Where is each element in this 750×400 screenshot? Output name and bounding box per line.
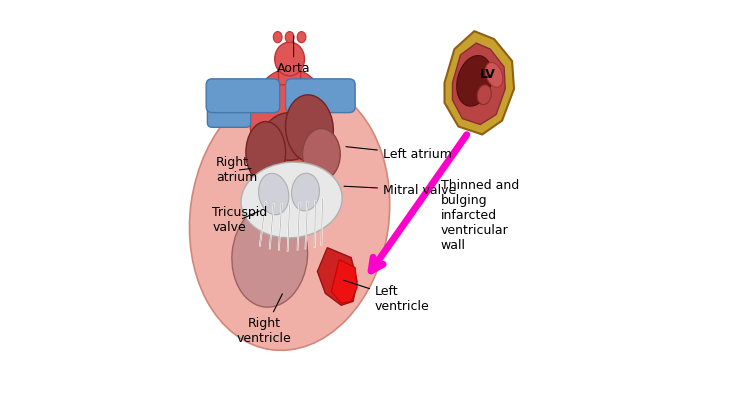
Polygon shape [452, 43, 506, 124]
Ellipse shape [232, 204, 308, 307]
Ellipse shape [477, 85, 491, 104]
FancyBboxPatch shape [286, 79, 356, 113]
Ellipse shape [190, 82, 390, 350]
Text: LV: LV [480, 68, 496, 81]
Text: Left
ventricle: Left ventricle [344, 280, 430, 313]
Ellipse shape [241, 162, 342, 238]
FancyBboxPatch shape [207, 98, 251, 127]
Text: Thinned and
bulging
infarcted
ventricular
wall: Thinned and bulging infarcted ventricula… [440, 179, 519, 252]
Ellipse shape [302, 128, 340, 180]
Ellipse shape [297, 32, 306, 43]
Ellipse shape [292, 173, 320, 211]
Polygon shape [317, 248, 357, 305]
Ellipse shape [286, 95, 334, 162]
Text: Tricuspid
valve: Tricuspid valve [212, 206, 268, 234]
Ellipse shape [274, 42, 304, 76]
Text: Mitral valve: Mitral valve [344, 184, 456, 196]
Ellipse shape [285, 32, 294, 43]
Ellipse shape [485, 62, 502, 87]
Polygon shape [445, 31, 514, 134]
Text: Right
ventricle: Right ventricle [236, 294, 291, 345]
Ellipse shape [250, 69, 329, 172]
Text: Aorta: Aorta [277, 36, 310, 76]
Text: Left atrium: Left atrium [346, 147, 452, 161]
Polygon shape [332, 260, 357, 303]
Ellipse shape [259, 173, 289, 215]
Text: Right
atrium: Right atrium [216, 156, 257, 184]
FancyBboxPatch shape [278, 53, 301, 85]
Ellipse shape [246, 122, 286, 183]
Ellipse shape [273, 32, 282, 43]
FancyBboxPatch shape [206, 79, 280, 113]
Ellipse shape [457, 56, 492, 106]
Ellipse shape [264, 113, 316, 160]
